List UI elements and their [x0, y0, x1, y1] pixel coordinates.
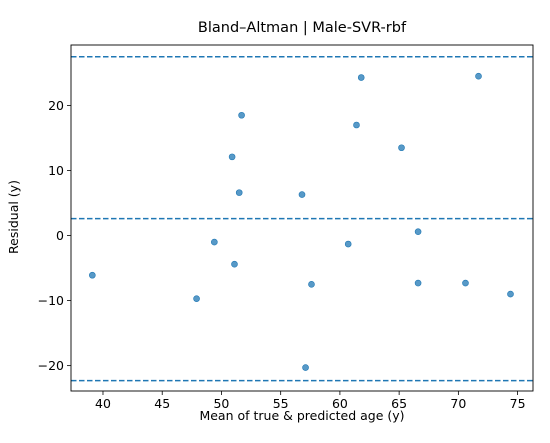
data-point-4 [231, 260, 238, 268]
data-point-16 [462, 279, 469, 287]
data-point-6 [238, 111, 245, 119]
y-tick-label-2: 0 [56, 228, 64, 243]
data-point-2 [211, 238, 218, 246]
plot-area: 40 45 50 55 60 65 70 75 −20 −10 0 10 20 [38, 44, 534, 411]
data-point-3 [228, 153, 236, 161]
data-point-5 [235, 189, 243, 196]
data-point-13 [398, 144, 405, 152]
data-point-1 [193, 295, 200, 302]
data-point-15 [414, 279, 422, 287]
y-tick-label-4: 20 [48, 98, 64, 113]
data-point-12 [357, 74, 365, 81]
axes-frame [70, 44, 534, 392]
y-tick-label-3: 10 [48, 163, 64, 178]
x-tick-label-1: 45 [154, 396, 170, 411]
x-tick-label-3: 55 [273, 396, 289, 411]
x-axis-label: Mean of true & predicted age (y) [199, 408, 404, 423]
x-tick-label-0: 40 [95, 396, 111, 411]
data-point-8 [302, 364, 309, 371]
chart-title: Bland–Altman | Male-SVR-rbf [198, 20, 407, 36]
data-point-10 [344, 240, 352, 248]
y-axis-label: Residual (y) [6, 180, 21, 254]
data-point-9 [308, 281, 315, 288]
data-point-14 [414, 228, 422, 235]
x-tick-label-4: 60 [332, 396, 348, 411]
y-tick-label-0: −20 [38, 358, 64, 373]
data-point-0 [89, 271, 96, 279]
x-tick-label-7: 75 [510, 396, 526, 411]
data-point-18 [507, 290, 514, 298]
x-tick-label-5: 65 [391, 396, 407, 411]
x-tick-label-2: 50 [213, 396, 229, 411]
y-tick-label-1: −10 [38, 293, 64, 308]
data-point-11 [353, 121, 360, 129]
data-point-17 [475, 72, 482, 80]
data-point-7 [298, 191, 306, 198]
x-tick-label-6: 70 [450, 396, 466, 411]
